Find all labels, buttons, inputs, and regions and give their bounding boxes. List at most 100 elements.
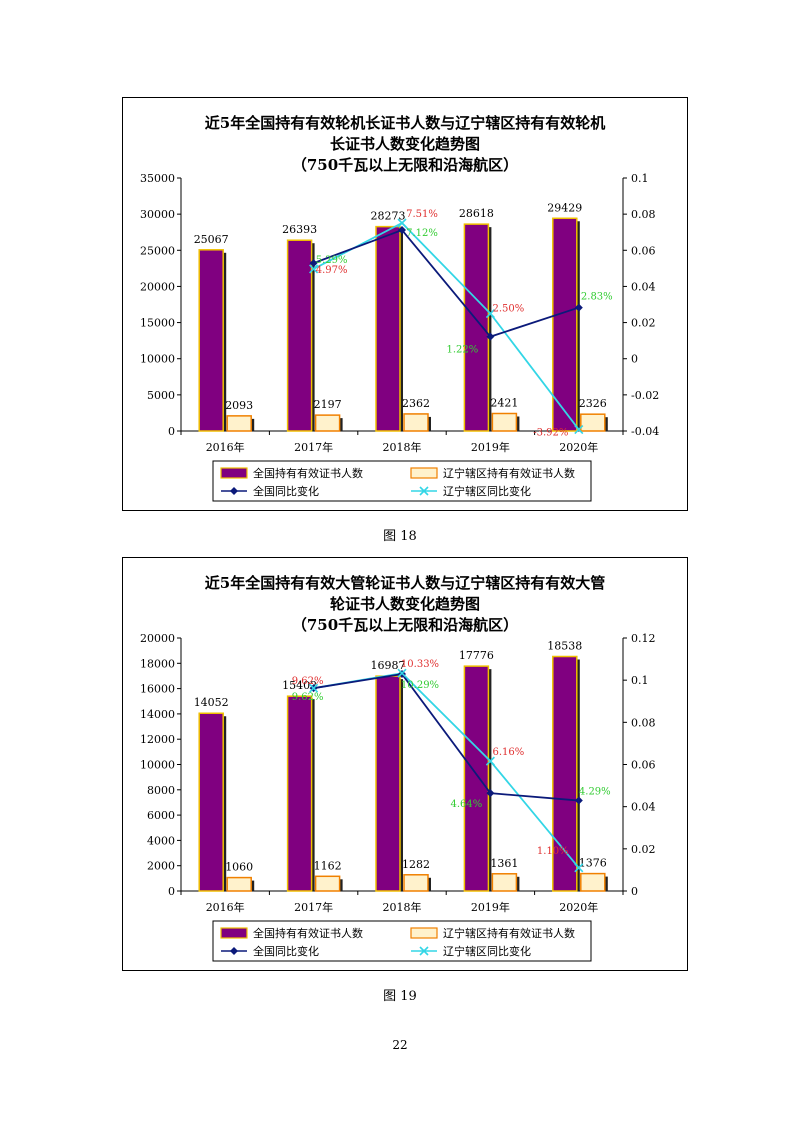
chart-title-line: 近5年全国持有有效大管轮证书人数与辽宁辖区持有有效大管 bbox=[205, 574, 605, 592]
y-tick-label: 30000 bbox=[140, 208, 175, 221]
x-tick-label: 2019年 bbox=[471, 900, 510, 914]
y2-tick-label: 0.06 bbox=[631, 244, 656, 257]
legend-liaoning-bar-swatch bbox=[410, 467, 438, 479]
bar-liaoning-label: 1361 bbox=[490, 857, 518, 870]
bar-national bbox=[375, 225, 401, 432]
bar-national bbox=[375, 675, 401, 892]
y-tick-label: 10000 bbox=[140, 759, 175, 772]
y-tick-label: 10000 bbox=[140, 353, 175, 366]
bar-liaoning-label: 1162 bbox=[314, 859, 342, 872]
bar-national-label: 25067 bbox=[194, 233, 229, 246]
marker-liaoning bbox=[574, 424, 584, 435]
chart-title-line: 轮证书人数变化趋势图 bbox=[330, 595, 480, 613]
y-tick-label: 4000 bbox=[147, 834, 175, 847]
legend-liaoning-bar-swatch bbox=[410, 927, 438, 939]
line-liaoning-label: 1.10% bbox=[537, 846, 569, 857]
line-liaoning-label: 7.51% bbox=[406, 209, 438, 220]
legend-box bbox=[212, 920, 592, 962]
bar-national-label: 14052 bbox=[194, 696, 229, 709]
bar-national-label: 29429 bbox=[547, 201, 582, 214]
bar-national bbox=[198, 249, 224, 432]
line-national-label: 4.64% bbox=[451, 799, 483, 810]
line-national-label: 5.29% bbox=[316, 255, 348, 266]
bar-liaoning-label: 2362 bbox=[402, 397, 430, 410]
x-tick-label: 2020年 bbox=[559, 440, 598, 454]
marker-liaoning bbox=[397, 668, 407, 678]
bar-national-label: 18538 bbox=[547, 639, 582, 652]
legend-liaoning-line-label: 辽宁辖区同比变化 bbox=[443, 484, 531, 498]
y2-tick-label: 0.1 bbox=[631, 674, 649, 687]
line-national-label: 10.29% bbox=[401, 680, 439, 691]
marker-liaoning bbox=[309, 264, 319, 274]
bar-national bbox=[463, 665, 490, 892]
marker-national bbox=[574, 796, 583, 805]
figure-caption: 图 19 bbox=[383, 989, 417, 1004]
legend-national-line-label: 全国同比变化 bbox=[253, 484, 319, 498]
bar-national-label: 26393 bbox=[282, 223, 317, 236]
marker-national bbox=[309, 259, 318, 268]
line-liaoning-label: 10.33% bbox=[401, 659, 439, 670]
line-liaoning-label: 6.16% bbox=[493, 747, 525, 758]
legend-liaoning-line-marker bbox=[419, 486, 429, 496]
y2-tick-label: 0 bbox=[631, 885, 638, 898]
bar-liaoning bbox=[580, 872, 606, 892]
line-national bbox=[313, 228, 580, 338]
chart-18: 近5年全国持有有效轮机长证书人数与辽宁辖区持有有效轮机 长证书人数变化趋势图 （75… bbox=[122, 97, 688, 511]
bar-national-label: 15402 bbox=[282, 679, 317, 692]
bar-national-label: 28618 bbox=[459, 207, 494, 220]
legend-national-bar-label: 全国持有有效证书人数 bbox=[253, 466, 363, 480]
bar-liaoning bbox=[226, 876, 252, 892]
bar-liaoning bbox=[314, 875, 341, 892]
bar-liaoning bbox=[580, 413, 606, 432]
legend-national-bar-label: 全国持有有效证书人数 bbox=[253, 926, 363, 940]
y-tick-label: 8000 bbox=[147, 784, 175, 797]
line-liaoning-label: 2.50% bbox=[493, 304, 525, 315]
marker-liaoning bbox=[397, 218, 407, 228]
bar-liaoning bbox=[403, 874, 429, 892]
legend-national-line-label: 全国同比变化 bbox=[253, 944, 319, 958]
x-tick-label: 2018年 bbox=[383, 440, 422, 454]
bar-national-label: 28273 bbox=[371, 210, 406, 223]
marker-national bbox=[398, 226, 406, 235]
x-tick-label: 2020年 bbox=[559, 900, 598, 914]
line-national-label: 4.29% bbox=[579, 787, 611, 798]
bar-liaoning-label: 2197 bbox=[314, 398, 342, 411]
y2-tick-label: 0.06 bbox=[631, 759, 656, 772]
y2-tick-label: 0.08 bbox=[631, 208, 656, 221]
legend-liaoning-line-label: 辽宁辖区同比变化 bbox=[443, 944, 531, 958]
line-liaoning bbox=[313, 672, 580, 869]
y-tick-label: 5000 bbox=[147, 389, 175, 402]
y-tick-label: 0 bbox=[168, 885, 175, 898]
bar-national-label: 16987 bbox=[371, 659, 406, 672]
y2-tick-label: 0 bbox=[631, 353, 638, 366]
chart-19: 近5年全国持有有效大管轮证书人数与辽宁辖区持有有效大管 轮证书人数变化趋势图 （75… bbox=[122, 557, 688, 971]
bar-liaoning-label: 2421 bbox=[490, 396, 518, 409]
bar-liaoning bbox=[226, 415, 252, 432]
bar-national bbox=[552, 217, 578, 432]
y-tick-label: 12000 bbox=[140, 733, 175, 746]
legend-national-bar-swatch bbox=[220, 927, 248, 939]
y-tick-label: 0 bbox=[168, 425, 175, 438]
y-tick-label: 15000 bbox=[140, 317, 175, 330]
bar-liaoning-label: 2326 bbox=[579, 397, 607, 410]
y2-tick-label: -0.02 bbox=[631, 389, 659, 402]
y-tick-label: 18000 bbox=[140, 657, 175, 670]
bar-liaoning bbox=[491, 873, 518, 892]
y-tick-label: 16000 bbox=[140, 683, 175, 696]
marker-national bbox=[486, 789, 495, 798]
bar-liaoning bbox=[314, 414, 341, 432]
bar-liaoning-label: 1282 bbox=[402, 858, 430, 871]
bar-liaoning-label: 2093 bbox=[225, 399, 253, 412]
y-tick-label: 14000 bbox=[140, 708, 175, 721]
bar-liaoning-label: 1376 bbox=[579, 857, 607, 870]
y-tick-label: 2000 bbox=[147, 860, 175, 873]
y2-tick-label: 0.12 bbox=[631, 632, 656, 645]
bar-liaoning-label: 1060 bbox=[225, 861, 253, 874]
chart-title-line: （750千瓦以上无限和沿海航区） bbox=[292, 616, 518, 634]
line-liaoning bbox=[313, 221, 580, 431]
x-tick-label: 2016年 bbox=[206, 440, 245, 454]
bar-national bbox=[463, 223, 490, 432]
y2-tick-label: 0.04 bbox=[631, 280, 656, 293]
